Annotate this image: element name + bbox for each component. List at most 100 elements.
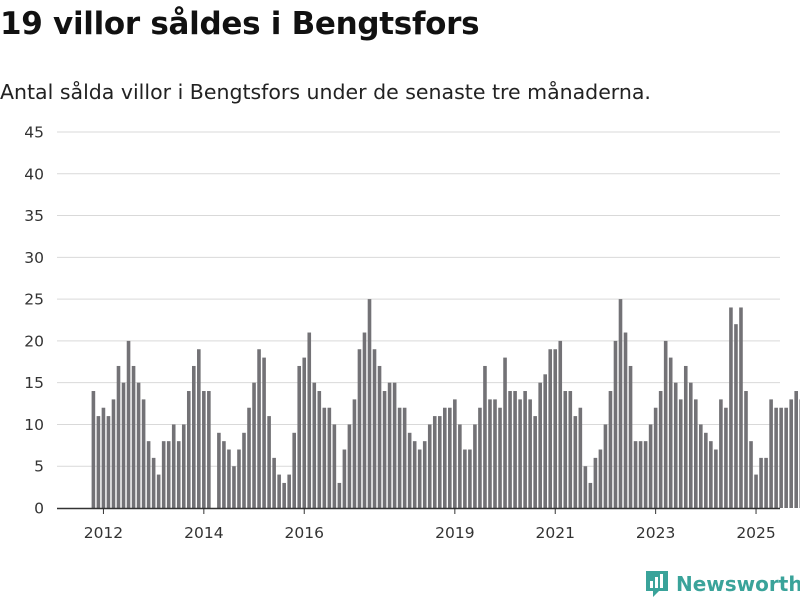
bar xyxy=(126,340,131,508)
bar xyxy=(197,349,201,508)
bar xyxy=(608,391,613,508)
x-tick-label: 2014 xyxy=(184,524,223,542)
bar xyxy=(347,424,352,508)
bar xyxy=(729,307,733,508)
bar xyxy=(136,382,141,508)
bar xyxy=(538,382,542,508)
bar xyxy=(638,441,643,508)
bar xyxy=(548,349,553,508)
bar xyxy=(181,424,186,508)
bar xyxy=(694,399,698,508)
bar xyxy=(412,441,417,508)
gridlines xyxy=(57,131,780,467)
bar xyxy=(232,466,236,508)
y-tick-label: 0 xyxy=(34,500,44,518)
bar xyxy=(789,399,793,508)
bar xyxy=(247,407,251,508)
bar xyxy=(734,324,738,508)
bar xyxy=(312,382,317,508)
bar xyxy=(553,349,558,508)
bar xyxy=(116,365,121,508)
bar xyxy=(186,391,191,508)
bar xyxy=(618,299,623,508)
bar xyxy=(342,449,347,508)
bar xyxy=(774,407,778,508)
bar xyxy=(151,457,156,508)
bar xyxy=(468,449,472,508)
y-tick-label: 25 xyxy=(24,291,44,309)
bar xyxy=(367,299,372,508)
bar xyxy=(161,441,166,508)
bar xyxy=(292,432,296,508)
bar xyxy=(352,399,357,508)
bar xyxy=(302,357,307,508)
bar xyxy=(297,365,302,508)
bar xyxy=(558,340,563,508)
bar xyxy=(598,449,603,508)
bar xyxy=(493,399,497,508)
bar xyxy=(573,416,578,508)
y-tick-label: 20 xyxy=(24,332,44,350)
bar xyxy=(533,416,537,508)
x-tick-label: 2021 xyxy=(536,524,575,542)
bar xyxy=(764,457,768,508)
bar xyxy=(111,399,116,508)
bar xyxy=(372,349,377,508)
y-tick-label: 5 xyxy=(34,458,44,476)
bar xyxy=(262,357,266,508)
bar xyxy=(317,391,322,508)
bar xyxy=(106,416,111,508)
bar xyxy=(121,382,126,508)
bar xyxy=(217,432,221,508)
bar xyxy=(407,432,412,508)
bar xyxy=(523,391,527,508)
y-tick-label: 15 xyxy=(24,374,44,392)
bar xyxy=(779,407,783,508)
bar xyxy=(643,441,648,508)
bar xyxy=(242,432,246,508)
bar xyxy=(96,416,101,508)
bar xyxy=(437,416,442,508)
bar xyxy=(337,482,342,508)
y-axis-labels: 0 5 10 15 20 25 30 35 40 45 xyxy=(24,124,44,518)
bar xyxy=(588,482,593,508)
bars xyxy=(91,299,800,508)
bar xyxy=(678,399,683,508)
bar xyxy=(287,474,291,508)
bar xyxy=(683,365,688,508)
bar xyxy=(653,407,658,508)
bar xyxy=(578,407,583,508)
bar xyxy=(192,365,196,508)
bar xyxy=(332,424,337,508)
bar xyxy=(633,441,638,508)
bar xyxy=(156,474,161,508)
bar xyxy=(362,332,367,508)
bar xyxy=(131,365,136,508)
bar xyxy=(176,441,181,508)
bar xyxy=(422,441,427,508)
newsworthy-logo-icon xyxy=(646,571,668,597)
y-tick-label: 45 xyxy=(24,124,44,142)
bar xyxy=(387,382,392,508)
bar xyxy=(322,407,327,508)
bar xyxy=(443,407,447,508)
bar xyxy=(417,449,422,508)
bar xyxy=(628,365,633,508)
bar xyxy=(543,374,547,508)
bar xyxy=(623,332,628,508)
bar xyxy=(714,449,718,508)
bar xyxy=(453,399,457,508)
x-tick-label: 2012 xyxy=(84,524,123,542)
bar xyxy=(327,407,332,508)
x-tick-label: 2016 xyxy=(285,524,324,542)
bar xyxy=(427,424,432,508)
bar xyxy=(458,424,462,508)
bar xyxy=(272,457,276,508)
bar xyxy=(207,391,211,508)
bar xyxy=(307,332,312,508)
bar xyxy=(488,399,492,508)
bar xyxy=(719,399,723,508)
y-tick-label: 10 xyxy=(24,416,44,434)
bar xyxy=(528,399,532,508)
bar xyxy=(613,340,618,508)
